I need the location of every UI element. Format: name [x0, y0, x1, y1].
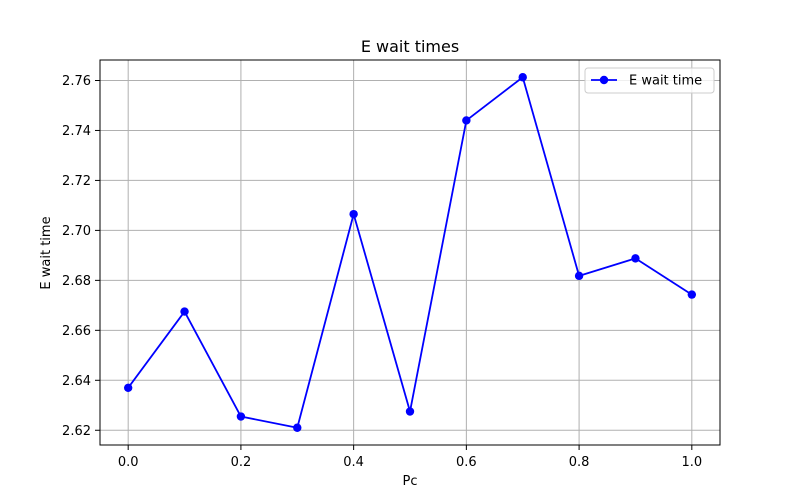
axis-ticks: 0.0 0.2 0.4 0.6 0.8 1.0 2.62 2.64 2.66 2.68 2.70 2.… [62, 74, 702, 470]
y-tick-label: 2.64 [62, 374, 91, 389]
data-point [687, 290, 697, 299]
x-tick-label: 0.0 [118, 455, 139, 470]
x-tick-label: 0.6 [456, 455, 477, 470]
data-point [405, 407, 415, 416]
data-point [631, 254, 640, 263]
plot-frame [99, 59, 721, 446]
data-point [518, 73, 527, 82]
legend-box [584, 67, 715, 94]
data-point [123, 383, 133, 392]
data-point [236, 412, 246, 421]
y-tick-label: 2.68 [62, 274, 91, 289]
data-point [180, 307, 189, 316]
x-tick-label: 0.2 [231, 455, 252, 470]
series-layer [123, 73, 697, 432]
x-axis-label: Pc [403, 474, 418, 489]
data-point [349, 209, 358, 219]
data-point [462, 116, 471, 125]
chart-title: E wait times [361, 37, 459, 56]
y-tick-label: 2.76 [62, 74, 91, 89]
legend-marker-swatch [599, 75, 609, 85]
legend-label: E wait time [629, 74, 702, 89]
y-tick-label: 2.70 [62, 224, 91, 239]
y-tick-label: 2.74 [62, 124, 91, 139]
y-tick-label: 2.66 [62, 324, 91, 339]
y-tick-label: 2.72 [62, 174, 91, 189]
x-tick-label: 1.0 [681, 455, 702, 470]
data-point [574, 271, 584, 281]
grid-lines [100, 60, 720, 445]
data-point [293, 423, 302, 432]
x-tick-label: 0.4 [343, 455, 364, 470]
legend: E wait time [584, 67, 715, 94]
x-tick-label: 0.8 [569, 455, 590, 470]
y-axis-label: E wait time [39, 216, 54, 289]
y-tick-label: 2.62 [62, 424, 91, 439]
